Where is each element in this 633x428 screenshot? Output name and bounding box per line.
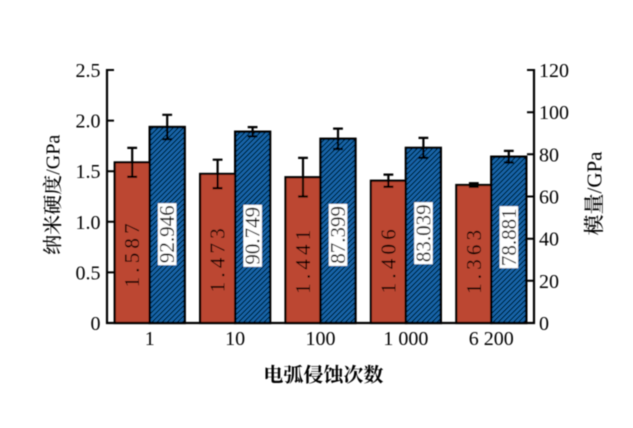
- svg-text:1 000: 1 000: [383, 328, 428, 350]
- svg-text:100: 100: [306, 328, 336, 350]
- svg-text:1.0: 1.0: [76, 212, 101, 234]
- svg-text:10: 10: [225, 328, 245, 350]
- svg-text:/GPa: /GPa: [582, 151, 606, 194]
- svg-text:0: 0: [91, 313, 101, 335]
- svg-text:92.946: 92.946: [155, 205, 179, 263]
- svg-text:0: 0: [539, 313, 549, 335]
- svg-text:1.5: 1.5: [76, 161, 101, 183]
- svg-text:2.0: 2.0: [76, 111, 101, 133]
- svg-text:87.399: 87.399: [326, 206, 350, 264]
- svg-text:60: 60: [539, 187, 559, 209]
- svg-text:1.587: 1.587: [120, 219, 144, 287]
- svg-text:1.406: 1.406: [376, 225, 400, 293]
- svg-text:100: 100: [539, 102, 569, 124]
- svg-text:2.5: 2.5: [76, 60, 101, 82]
- svg-text:1.363: 1.363: [462, 226, 486, 294]
- svg-text:6 200: 6 200: [469, 328, 514, 350]
- svg-text:80: 80: [539, 144, 559, 166]
- svg-text:20: 20: [539, 271, 559, 293]
- svg-text:40: 40: [539, 229, 559, 251]
- svg-text:1.473: 1.473: [206, 224, 230, 292]
- svg-text:120: 120: [539, 60, 569, 82]
- svg-text:0.5: 0.5: [76, 262, 101, 284]
- svg-text:1: 1: [145, 328, 155, 350]
- svg-text:/GPa: /GPa: [43, 135, 65, 175]
- svg-text:78.881: 78.881: [497, 208, 521, 266]
- svg-text:90.749: 90.749: [241, 207, 265, 265]
- svg-text:83.039: 83.039: [411, 204, 435, 262]
- svg-text:1.441: 1.441: [291, 226, 315, 294]
